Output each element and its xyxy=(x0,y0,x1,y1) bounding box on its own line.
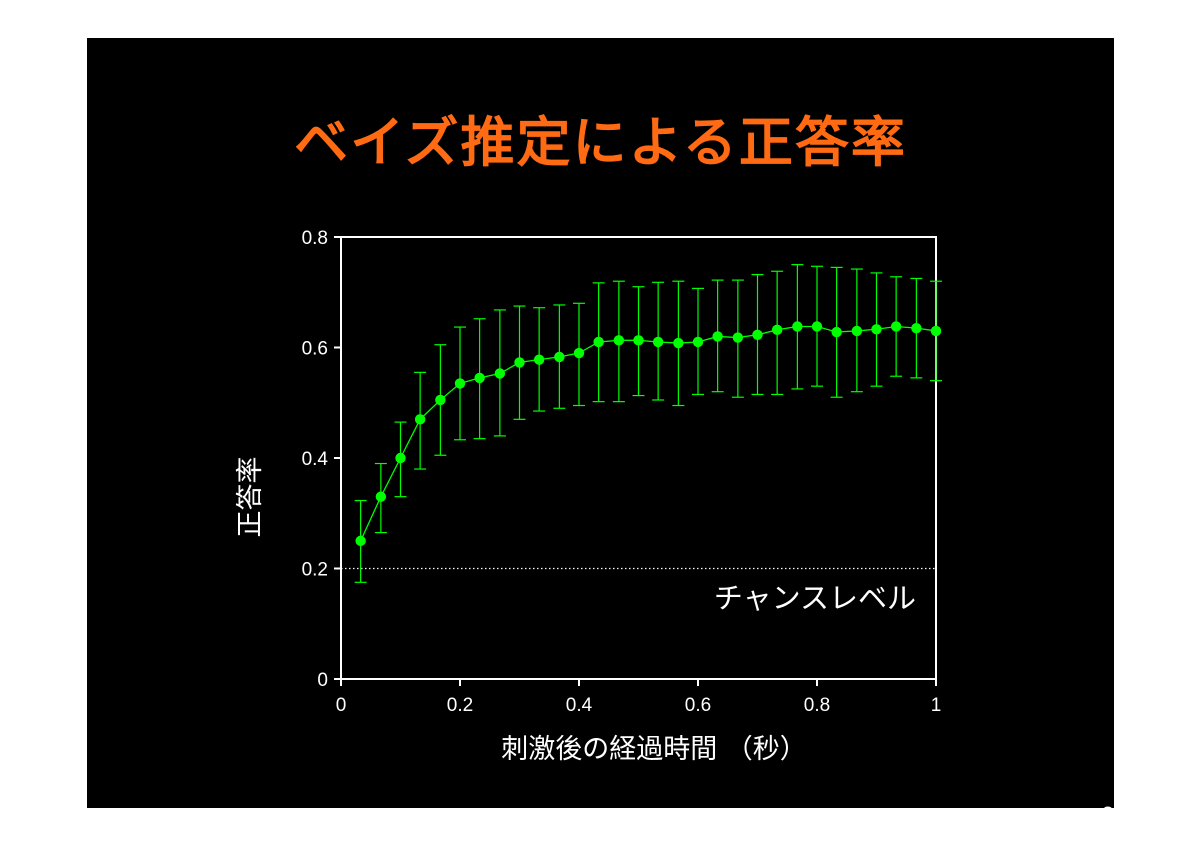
x-tick-label: 1 xyxy=(931,695,942,716)
data-point xyxy=(474,372,485,384)
y-tick-label: 0.2 xyxy=(302,560,328,581)
data-point xyxy=(395,452,406,464)
data-point xyxy=(930,325,942,337)
page-number: 31/36 xyxy=(1102,803,1155,826)
data-point xyxy=(375,491,387,502)
data-point xyxy=(494,368,506,379)
x-axis-title: 刺激後の経過時間 （秒） xyxy=(501,734,807,765)
data-point xyxy=(771,324,783,336)
data-point xyxy=(652,336,664,348)
data-point xyxy=(593,336,604,348)
y-tick-label: 0 xyxy=(317,670,328,691)
x-tick-label: 0.8 xyxy=(804,695,830,716)
data-point xyxy=(712,331,723,342)
data-point xyxy=(633,335,644,346)
data-point xyxy=(355,535,366,547)
axes: 0 0.2 0.4 0.6 0.8 1 0 0.2 0.4 0.6 0.8 xyxy=(302,228,942,716)
data-point xyxy=(732,332,744,343)
data-point xyxy=(673,337,684,349)
data-point xyxy=(692,336,704,348)
accuracy-chart: 0 0.2 0.4 0.6 0.8 1 0 0.2 0.4 0.6 0.8 チャンスレベル 刺激後の… xyxy=(235,228,942,766)
x-tick-label: 0.4 xyxy=(566,695,593,716)
data-point xyxy=(514,357,525,368)
slide-title: ベイズ推定による正答率 xyxy=(294,111,907,174)
x-tick-label: 0.6 xyxy=(685,695,711,716)
data-point xyxy=(752,329,763,340)
data-point xyxy=(613,335,625,346)
data-point xyxy=(554,351,565,363)
x-tick-label: 0.2 xyxy=(447,695,473,716)
data-point xyxy=(573,347,585,359)
y-tick-label: 0.8 xyxy=(302,228,328,249)
data-point xyxy=(871,324,882,335)
data-point xyxy=(911,322,922,334)
data-point xyxy=(435,394,446,406)
x-tick-label: 0 xyxy=(336,695,347,716)
data-point xyxy=(851,325,863,337)
y-axis-title: 正答率 xyxy=(235,457,266,538)
y-tick-label: 0.4 xyxy=(302,449,329,470)
axis-labels: チャンスレベル 刺激後の経過時間 （秒） 正答率 xyxy=(235,457,916,766)
data-point xyxy=(454,378,466,389)
data-point xyxy=(890,321,902,332)
data-point xyxy=(792,321,803,332)
chance-level-label: チャンスレベル xyxy=(714,581,916,615)
data-point xyxy=(414,414,426,425)
slide: ベイズ推定による正答率 0 0.2 0.4 0.6 0.8 1 0 0.2 0.4 0.6 0.8 … xyxy=(87,38,1155,826)
data-point xyxy=(811,321,823,332)
data-point xyxy=(831,326,842,338)
series-line xyxy=(360,325,937,542)
series xyxy=(354,264,942,583)
y-tick-label: 0.6 xyxy=(302,339,328,360)
data-point xyxy=(533,354,545,365)
